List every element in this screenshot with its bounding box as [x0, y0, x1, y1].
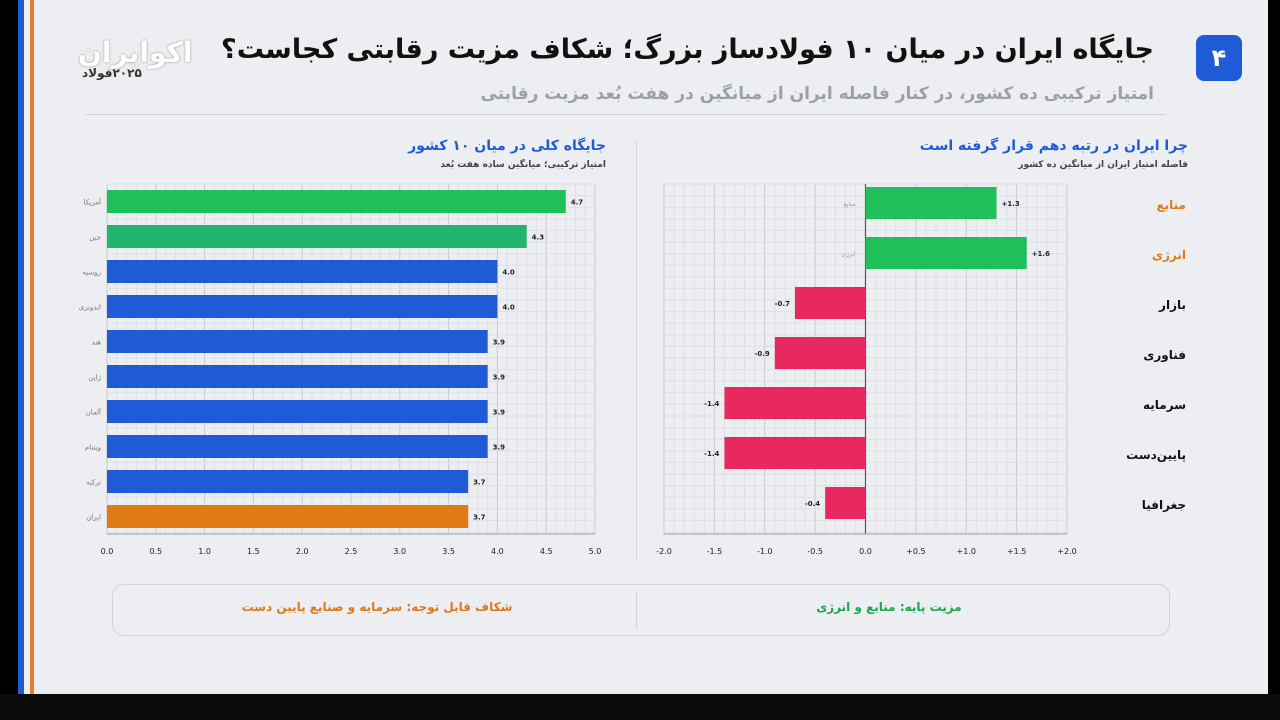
bar — [825, 487, 866, 519]
data-label: 4.7 — [571, 199, 584, 207]
data-label: 3.7 — [473, 514, 486, 522]
data-label: 4.0 — [502, 304, 515, 312]
bar — [724, 437, 866, 469]
x-tick-label: +0.5 — [906, 547, 925, 556]
left-chart-title: جایگاه کلی در میان ۱۰ کشور — [408, 138, 606, 154]
category-label: ایران — [86, 514, 101, 522]
bar — [794, 287, 866, 319]
data-label: +1.6 — [1032, 250, 1050, 258]
header-divider — [86, 114, 1166, 115]
category-label: هند — [92, 339, 102, 347]
data-label: -1.4 — [704, 450, 719, 458]
data-label: -0.4 — [805, 500, 820, 508]
category-label: روسیه — [83, 269, 102, 277]
right-chart-subtitle: فاصله امتیاز ایران از میانگین ده کشور — [1018, 160, 1188, 170]
category-label: منابع — [1156, 198, 1186, 212]
category-label: ویتنام — [85, 444, 101, 452]
x-tick-label: 2.0 — [296, 547, 309, 556]
data-label: 3.9 — [493, 444, 506, 452]
bar — [865, 187, 997, 219]
data-label: +1.3 — [1001, 200, 1019, 208]
category-label: فناوری — [1143, 348, 1186, 363]
category-label: اندونزی — [79, 304, 101, 312]
x-tick-label: -0.5 — [807, 547, 823, 556]
page-subtitle: امتیاز ترکیبی ده کشور، در کنار فاصله ایر… — [480, 84, 1154, 104]
footer-gap: شکاف قابل توجه: سرمایه و صنایع پایین دست — [241, 600, 513, 614]
category-label: چین — [89, 234, 101, 242]
slide-accent-strip — [30, 0, 34, 694]
left-chart-subtitle: امتیاز ترکیبی؛ میانگین ساده هفت بُعد — [440, 160, 606, 170]
footer-box — [112, 584, 1170, 636]
category-label: ترکیه — [86, 479, 101, 487]
bar — [774, 337, 866, 369]
category-label: پایین‌دست — [1126, 448, 1186, 462]
x-tick-label: +1.0 — [957, 547, 976, 556]
x-tick-label: +1.5 — [1007, 547, 1026, 556]
bar — [107, 400, 488, 423]
bar — [107, 295, 498, 318]
bar — [107, 470, 469, 493]
bar — [865, 237, 1027, 269]
brand-logo: اکوایران — [78, 36, 193, 69]
x-tick-label: 1.5 — [247, 547, 260, 556]
x-tick-label: 3.5 — [442, 547, 455, 556]
bar — [107, 225, 527, 248]
right-chart-title: چرا ایران در رتبه دهم قرار گرفته است — [919, 138, 1188, 154]
x-tick-label: 3.0 — [393, 547, 406, 556]
left-bar-chart: آمریکا 4.7 چین 4.3 روسیه 4.0 اندونزی 4.0 هند 3.9 ژ… — [79, 183, 602, 556]
x-tick-label: 0.5 — [149, 547, 162, 556]
footer-advantage: مزیت پایه: منابع و انرژی — [816, 600, 962, 614]
category-label: سرمایه — [1143, 398, 1186, 412]
data-label: 3.9 — [493, 409, 506, 417]
bar — [107, 260, 498, 283]
data-label: 3.9 — [493, 374, 506, 382]
bar — [107, 330, 488, 353]
category-label: ژاپن — [88, 374, 101, 382]
data-label: 3.9 — [493, 339, 506, 347]
category-label: بازار — [1158, 298, 1186, 312]
x-tick-label: -1.5 — [707, 547, 723, 556]
bar — [107, 505, 469, 528]
brand-logo-sub: ۲۰۲۵فولاد — [82, 66, 142, 80]
bar — [107, 435, 488, 458]
bar — [107, 365, 488, 388]
x-tick-label: -1.0 — [757, 547, 773, 556]
page-title: جایگاه ایران در میان ۱۰ فولادساز بزرگ؛ ش… — [221, 34, 1154, 65]
data-label: -0.7 — [775, 300, 790, 308]
category-label: جغرافیا — [1142, 498, 1186, 512]
data-label: 4.0 — [502, 269, 515, 277]
inner-label: انرژی — [841, 251, 856, 258]
category-label: آلمان — [86, 408, 102, 417]
data-label: -1.4 — [704, 400, 719, 408]
x-tick-label: +2.0 — [1057, 547, 1076, 556]
panel-divider — [636, 140, 637, 560]
x-tick-label: 0.0 — [101, 547, 114, 556]
bar — [724, 387, 866, 419]
x-tick-label: 1.0 — [198, 547, 211, 556]
x-tick-label: 4.5 — [540, 547, 553, 556]
footer-separator — [636, 592, 637, 628]
x-tick-label: 4.0 — [491, 547, 504, 556]
data-label: 4.3 — [532, 234, 545, 242]
category-label: آمریکا — [83, 198, 102, 207]
inner-label: منابع — [844, 201, 856, 208]
bar — [107, 190, 566, 213]
bottom-bar — [0, 694, 1280, 720]
right-bar-chart: منابع +1.3 منابع انرژی +1.6 انرژی -0.7 بازار -0.… — [656, 183, 1186, 556]
section-badge: ۴ — [1196, 35, 1242, 81]
x-tick-label: -2.0 — [656, 547, 672, 556]
data-label: 3.7 — [473, 479, 486, 487]
x-tick-label: 5.0 — [589, 547, 602, 556]
category-label: انرژی — [1152, 248, 1186, 262]
x-tick-label: 0.0 — [859, 547, 872, 556]
data-label: -0.9 — [755, 350, 770, 358]
x-tick-label: 2.5 — [345, 547, 358, 556]
